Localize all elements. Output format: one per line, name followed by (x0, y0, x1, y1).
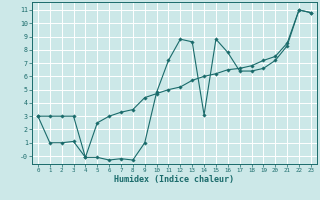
X-axis label: Humidex (Indice chaleur): Humidex (Indice chaleur) (115, 175, 234, 184)
